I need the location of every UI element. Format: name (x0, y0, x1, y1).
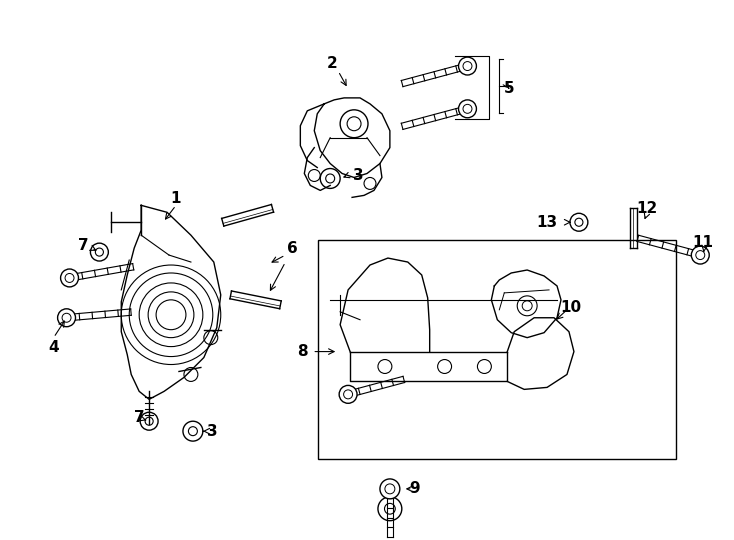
Circle shape (691, 246, 709, 264)
Text: 6: 6 (287, 241, 298, 255)
Circle shape (183, 421, 203, 441)
Text: 3: 3 (208, 424, 218, 438)
Text: 1: 1 (171, 191, 181, 206)
Circle shape (459, 100, 476, 118)
Text: 10: 10 (560, 300, 581, 315)
Circle shape (90, 243, 109, 261)
Text: 8: 8 (297, 344, 308, 359)
Circle shape (378, 497, 401, 521)
Text: 13: 13 (537, 215, 558, 230)
Circle shape (61, 269, 79, 287)
Circle shape (57, 309, 76, 327)
Bar (319, 240, 677, 459)
Text: 7: 7 (78, 238, 89, 253)
Text: 7: 7 (134, 410, 145, 425)
Text: 5: 5 (504, 82, 515, 97)
Text: 4: 4 (48, 340, 59, 355)
Circle shape (340, 110, 368, 138)
Text: 11: 11 (693, 235, 713, 249)
Circle shape (320, 168, 340, 188)
Text: 2: 2 (327, 56, 338, 71)
Text: 3: 3 (353, 168, 363, 183)
Text: 12: 12 (636, 201, 657, 216)
Circle shape (459, 57, 476, 75)
Circle shape (339, 386, 357, 403)
Circle shape (570, 213, 588, 231)
Circle shape (140, 412, 158, 430)
Circle shape (380, 479, 400, 499)
Text: 9: 9 (410, 481, 420, 496)
